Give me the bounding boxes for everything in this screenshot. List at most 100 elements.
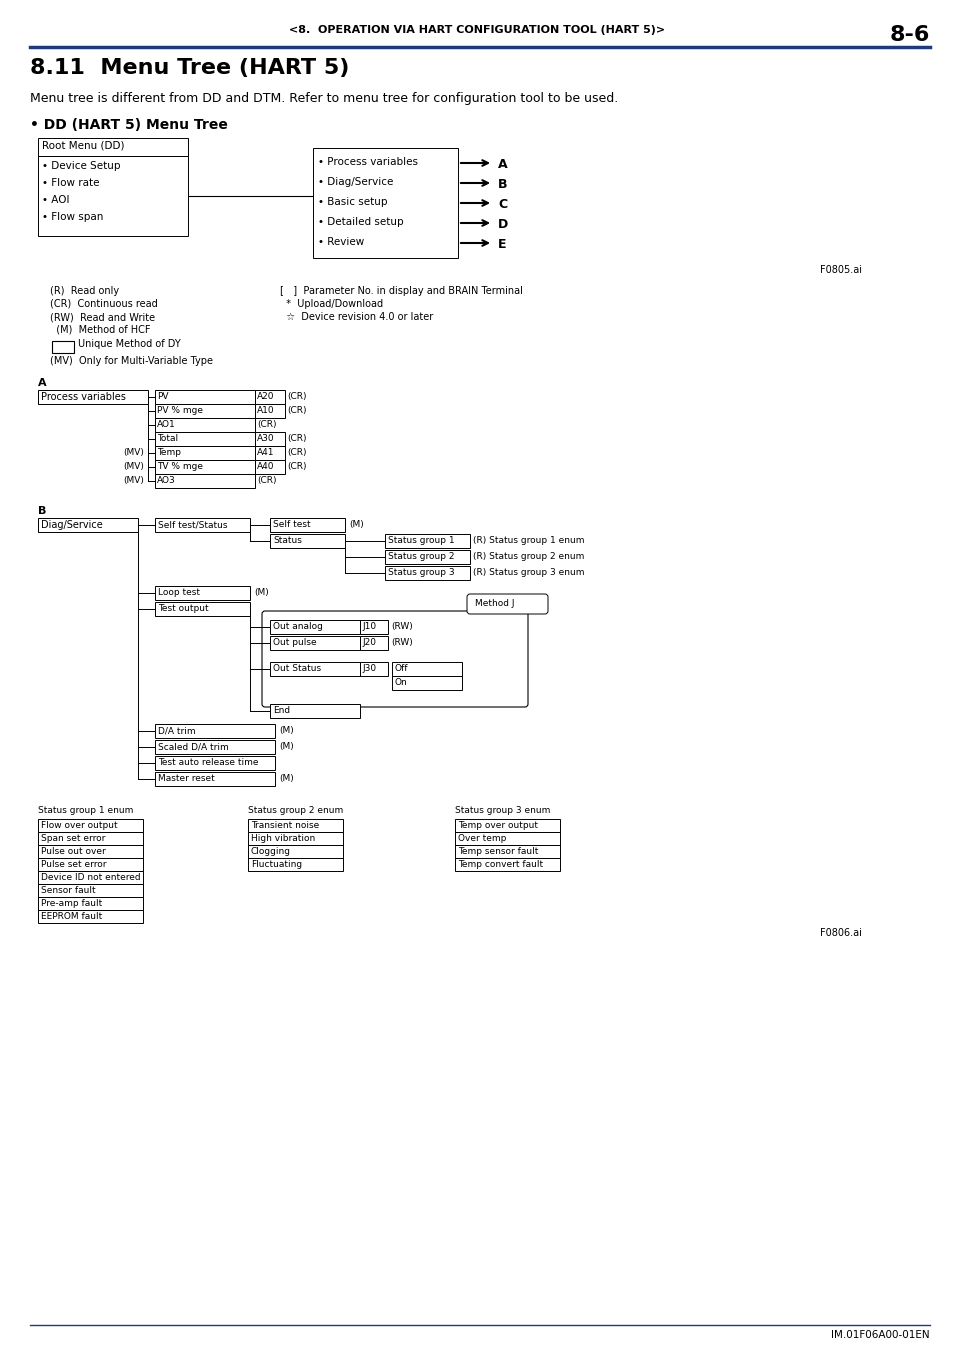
Text: • AOI: • AOI [42, 194, 70, 205]
Text: • Diag/Service: • Diag/Service [317, 177, 393, 188]
Text: A41: A41 [256, 448, 274, 458]
Bar [38, 138, 188, 157]
Bar [455, 859, 559, 871]
Text: Out Status: Out Status [273, 664, 321, 674]
Text: Status: Status [273, 536, 301, 545]
Bar [154, 602, 250, 616]
Bar [38, 390, 148, 404]
Bar [359, 662, 388, 676]
Text: Out analog: Out analog [273, 622, 322, 630]
Bar [154, 390, 254, 404]
Text: High vibration: High vibration [251, 834, 314, 842]
Text: <8.  OPERATION VIA HART CONFIGURATION TOOL (HART 5)>: <8. OPERATION VIA HART CONFIGURATION TOO… [289, 26, 664, 35]
Bar [313, 148, 457, 258]
Bar [38, 896, 143, 910]
Bar [154, 586, 250, 599]
Text: (CR): (CR) [256, 477, 276, 485]
Text: PV: PV [157, 392, 169, 401]
Bar [392, 662, 461, 676]
Text: • Flow rate: • Flow rate [42, 178, 99, 188]
Text: (M): (M) [349, 520, 363, 529]
Text: Status group 1: Status group 1 [388, 536, 455, 545]
Bar [270, 620, 359, 634]
Bar [455, 819, 559, 832]
Text: Clogging: Clogging [251, 846, 291, 856]
Bar [359, 620, 388, 634]
Text: Self test/Status: Self test/Status [158, 520, 227, 529]
Text: Test output: Test output [158, 603, 209, 613]
Text: A10: A10 [256, 406, 274, 414]
Bar [154, 756, 274, 770]
Text: • Basic setup: • Basic setup [317, 197, 387, 207]
Bar [38, 518, 138, 532]
Text: • Review: • Review [317, 238, 364, 247]
Bar [270, 662, 359, 676]
Text: (M): (M) [253, 589, 269, 597]
Bar [270, 518, 345, 532]
Text: B: B [497, 178, 507, 190]
Text: (R) Status group 3 enum: (R) Status group 3 enum [473, 568, 584, 576]
Bar [38, 832, 143, 845]
Bar [385, 549, 470, 564]
Bar [248, 845, 343, 859]
Text: Pre-amp fault: Pre-amp fault [41, 899, 102, 909]
Text: (M): (M) [278, 774, 294, 783]
Text: (CR): (CR) [287, 406, 306, 414]
Text: Temp sensor fault: Temp sensor fault [457, 846, 537, 856]
Bar [38, 819, 143, 832]
Bar [455, 845, 559, 859]
Text: Status group 2: Status group 2 [388, 552, 454, 562]
Bar [248, 832, 343, 845]
Bar [38, 910, 143, 923]
Text: (M): (M) [278, 726, 294, 734]
Bar [270, 636, 359, 649]
Bar [248, 819, 343, 832]
Text: • Flow span: • Flow span [42, 212, 103, 221]
Text: (MV): (MV) [123, 477, 144, 485]
Text: Status group 3: Status group 3 [388, 568, 455, 576]
Text: J10: J10 [361, 622, 375, 630]
Text: AO1: AO1 [157, 420, 175, 429]
Text: Span set error: Span set error [41, 834, 105, 842]
Text: Device ID not entered: Device ID not entered [41, 873, 140, 882]
Text: (CR): (CR) [287, 448, 306, 458]
Text: J20: J20 [361, 639, 375, 647]
Bar [154, 740, 274, 755]
FancyBboxPatch shape [262, 612, 527, 707]
Bar [254, 404, 285, 418]
Bar [154, 460, 254, 474]
Text: (CR): (CR) [287, 433, 306, 443]
Bar [455, 832, 559, 845]
Bar [154, 518, 250, 532]
Text: • Process variables: • Process variables [317, 157, 417, 167]
Text: Temp convert fault: Temp convert fault [457, 860, 542, 869]
Text: [   ]  Parameter No. in display and BRAIN Terminal: [ ] Parameter No. in display and BRAIN T… [280, 286, 522, 296]
Text: D: D [497, 217, 508, 231]
Text: ☆  Device revision 4.0 or later: ☆ Device revision 4.0 or later [280, 312, 433, 323]
Bar [270, 535, 345, 548]
Bar [385, 535, 470, 548]
Text: A30: A30 [256, 433, 274, 443]
Text: Master reset: Master reset [158, 774, 214, 783]
Text: On: On [395, 678, 407, 687]
Text: Status group 1 enum: Status group 1 enum [38, 806, 133, 815]
Text: (CR)  Continuous read: (CR) Continuous read [50, 298, 157, 309]
Text: (R) Status group 2 enum: (R) Status group 2 enum [473, 552, 584, 562]
Bar [154, 474, 254, 487]
Bar [154, 432, 254, 446]
Text: E: E [497, 238, 506, 251]
Text: (RW): (RW) [391, 639, 413, 647]
Text: (M)  Method of HCF: (M) Method of HCF [50, 325, 151, 335]
Text: Flow over output: Flow over output [41, 821, 117, 830]
Text: Temp over output: Temp over output [457, 821, 537, 830]
Bar [248, 859, 343, 871]
Text: EEPROM fault: EEPROM fault [41, 913, 102, 921]
Bar [270, 703, 359, 718]
Text: Over temp: Over temp [457, 834, 506, 842]
Text: Unique Method of DY: Unique Method of DY [78, 339, 180, 350]
Text: Fluctuating: Fluctuating [251, 860, 302, 869]
Text: TV % mge: TV % mge [157, 462, 203, 471]
Bar [385, 566, 470, 580]
Text: Test auto release time: Test auto release time [158, 757, 258, 767]
Text: (M): (M) [278, 743, 294, 751]
